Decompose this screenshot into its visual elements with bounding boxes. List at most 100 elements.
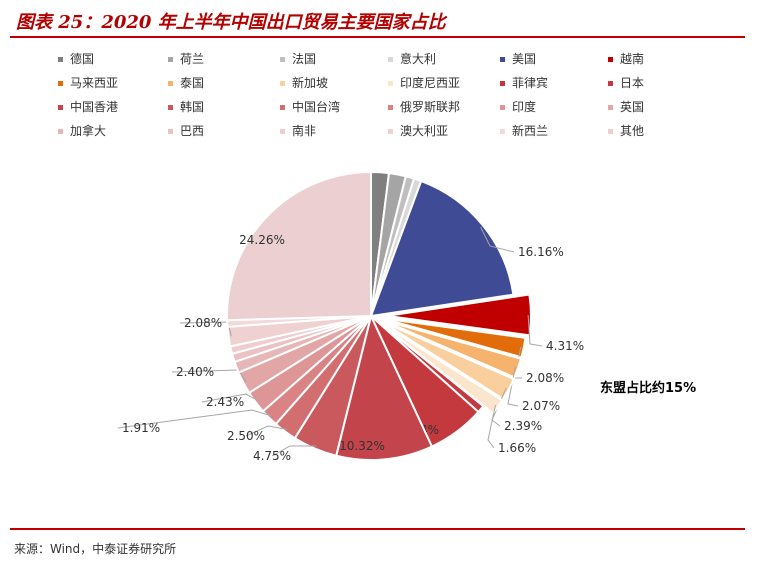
legend-swatch	[608, 105, 613, 110]
legend-item: 菲律宾	[500, 74, 548, 91]
legend-label: 新加坡	[292, 76, 329, 90]
footer-rule	[10, 528, 745, 530]
legend-item: 越南	[608, 50, 644, 67]
legend-item: 德国	[58, 50, 94, 67]
legend-item: 荷兰	[168, 50, 204, 67]
legend-label: 法国	[292, 52, 317, 66]
leader-line	[480, 226, 515, 253]
legend-swatch	[608, 57, 613, 62]
leader-line	[271, 445, 316, 457]
legend-item: 印度	[500, 98, 536, 115]
pie-slice	[382, 317, 527, 359]
leader-line	[487, 405, 496, 449]
chart-legend: 德国 荷兰 法国 意大利 美国 越南马来西亚 泰国 新加坡 印度尼西亚 菲律宾 日本中国香港 韩国 中国…	[58, 50, 748, 150]
legend-item: 南非	[280, 122, 316, 139]
legend-item: 泰国	[168, 74, 204, 91]
legend-item: 法国	[280, 50, 316, 67]
data-label: 4.31%	[546, 339, 584, 353]
source-note: 来源：Wind，中泰证券研究所	[14, 542, 177, 556]
legend-item: 加拿大	[58, 122, 106, 139]
data-label: 2.40%	[176, 365, 214, 379]
legend-label: 美国	[512, 52, 537, 66]
chart-title: 图表 25：2020 年上半年中国出口贸易主要国家占比	[16, 12, 446, 33]
legend-swatch	[500, 129, 505, 134]
data-label: 2.07%	[522, 399, 560, 413]
legend-swatch	[388, 105, 393, 110]
legend-item: 马来西亚	[58, 74, 118, 91]
data-label: 16.16%	[518, 245, 564, 259]
asean-annotation: 东盟占比约15%	[600, 380, 696, 396]
legend-swatch	[168, 81, 173, 86]
legend-item: 澳大利亚	[388, 122, 448, 139]
legend-item: 印度尼西亚	[388, 74, 460, 91]
legend-label: 澳大利亚	[400, 124, 449, 138]
leader-line	[245, 425, 287, 437]
pie-slice	[226, 170, 372, 322]
legend-item: 意大利	[388, 50, 436, 67]
legend-swatch	[500, 105, 505, 110]
legend-swatch	[608, 81, 613, 86]
legend-swatch	[500, 81, 505, 86]
legend-label: 意大利	[400, 52, 437, 66]
legend-swatch	[58, 81, 63, 86]
legend-swatch	[608, 129, 613, 134]
legend-label: 印度尼西亚	[400, 76, 461, 90]
legend-label: 日本	[620, 76, 645, 90]
legend-swatch	[280, 105, 285, 110]
leader-line	[117, 409, 272, 429]
legend-label: 加拿大	[70, 124, 107, 138]
legend-item: 日本	[608, 74, 644, 91]
data-label: 2.43%	[206, 395, 244, 409]
legend-label: 马来西亚	[70, 76, 119, 90]
legend-swatch	[388, 129, 393, 134]
legend-item: 美国	[500, 50, 536, 67]
legend-label: 德国	[70, 52, 95, 66]
data-label: 4.75%	[253, 449, 291, 463]
legend-swatch	[58, 57, 63, 62]
legend-label: 菲律宾	[512, 76, 549, 90]
data-label: 2.39%	[504, 419, 542, 433]
pie-slice	[369, 179, 515, 318]
legend-label: 南非	[292, 124, 317, 138]
legend-item: 巴西	[168, 122, 204, 139]
legend-swatch	[168, 129, 173, 134]
legend-label: 泰国	[180, 76, 205, 90]
leader-line	[527, 314, 543, 347]
pie-slice	[381, 319, 523, 379]
legend-swatch	[388, 57, 393, 62]
legend-swatch	[280, 129, 285, 134]
legend-label: 新西兰	[512, 124, 549, 138]
legend-swatch	[58, 129, 63, 134]
data-label: 1.66%	[498, 441, 536, 455]
legend-label: 印度	[512, 100, 537, 114]
data-label: 2.08%	[526, 371, 564, 385]
legend-item: 韩国	[168, 98, 204, 115]
legend-label: 荷兰	[180, 52, 205, 66]
legend-item: 中国台湾	[280, 98, 340, 115]
legend-item: 新西兰	[500, 122, 548, 139]
legend-swatch	[388, 81, 393, 86]
data-label: 10.32%	[339, 439, 385, 453]
legend-label: 巴西	[180, 124, 205, 138]
legend-label: 英国	[620, 100, 645, 114]
legend-swatch	[280, 57, 285, 62]
legend-label: 越南	[620, 52, 645, 66]
legend-label: 其他	[620, 124, 645, 138]
legend-swatch	[500, 57, 505, 62]
legend-item: 中国香港	[58, 98, 118, 115]
leader-line	[201, 393, 259, 403]
legend-label: 中国台湾	[292, 100, 341, 114]
legend-label: 韩国	[180, 100, 205, 114]
data-label: 2.08%	[184, 316, 222, 330]
pie-slice	[334, 313, 434, 461]
legend-item: 其他	[608, 122, 644, 139]
pie-slice	[380, 322, 504, 415]
legend-label: 俄罗斯联邦	[400, 100, 461, 114]
pie-slice	[381, 320, 516, 401]
legend-swatch	[58, 105, 63, 110]
data-label: 1.91%	[122, 421, 160, 435]
legend-label: 中国香港	[70, 100, 119, 114]
legend-item: 新加坡	[280, 74, 328, 91]
legend-swatch	[168, 105, 173, 110]
